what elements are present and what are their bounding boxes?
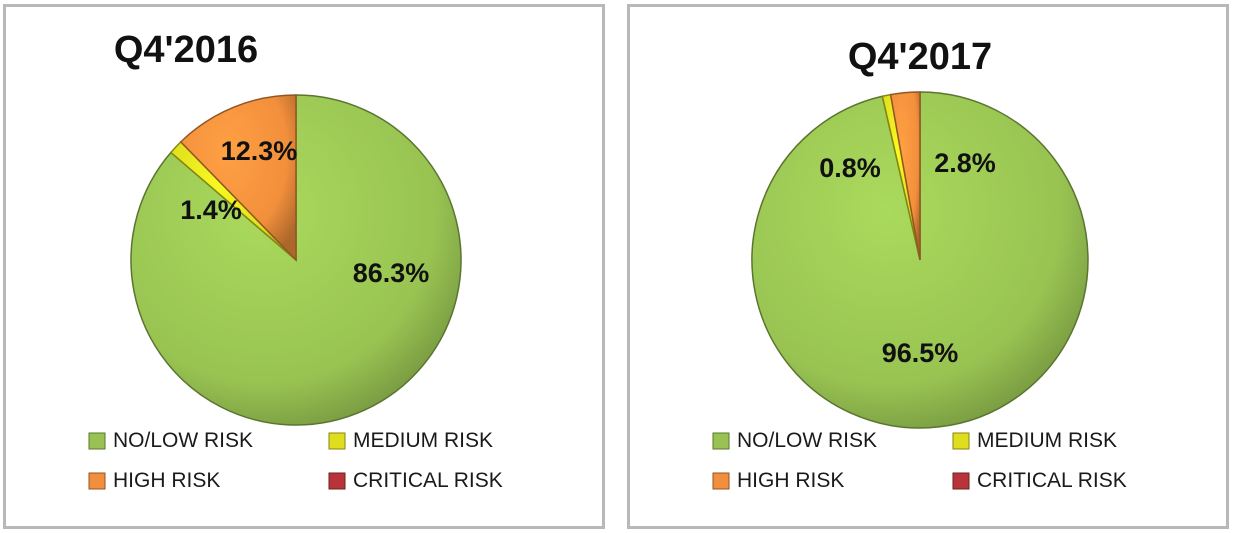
legend-item-critical-risk: CRITICAL RISK xyxy=(328,469,503,492)
legend-label: CRITICAL RISK xyxy=(977,469,1127,492)
legend-label: NO/LOW RISK xyxy=(113,429,253,452)
legend-item-medium-risk: MEDIUM RISK xyxy=(328,429,493,452)
pie-chart-panel-q4-2016: Q4'2016 86.3% 1.4% 12.3% NO/LOW RISK MEDIUM … xyxy=(3,4,605,529)
legend-swatch xyxy=(952,472,970,490)
pie-chart-q4-2016: Q4'2016 86.3% 1.4% 12.3% NO/LOW RISK MEDIUM … xyxy=(88,29,503,492)
legend-label: HIGH RISK xyxy=(737,469,844,492)
legend-label: HIGH RISK xyxy=(113,469,220,492)
legend-label: CRITICAL RISK xyxy=(353,469,503,492)
pie-slice-no-low-risk xyxy=(130,94,462,426)
legend-swatch xyxy=(712,472,730,490)
legend-label: MEDIUM RISK xyxy=(353,429,493,452)
legend-item-no-low-risk: NO/LOW RISK xyxy=(712,429,877,452)
data-label-no-low-risk: 86.3% xyxy=(353,258,430,288)
legend-swatch xyxy=(712,432,730,450)
legend-swatch xyxy=(88,472,106,490)
legend-item-high-risk: HIGH RISK xyxy=(88,469,220,492)
data-label-medium-risk: 0.8% xyxy=(819,153,881,183)
legend-swatch xyxy=(88,432,106,450)
data-label-high-risk: 12.3% xyxy=(221,136,298,166)
legend-item-no-low-risk: NO/LOW RISK xyxy=(88,429,253,452)
legend-item-critical-risk: CRITICAL RISK xyxy=(952,469,1127,492)
pie-slices xyxy=(130,94,462,426)
data-label-high-risk: 2.8% xyxy=(934,148,996,178)
legend-label: NO/LOW RISK xyxy=(737,429,877,452)
data-label-no-low-risk: 96.5% xyxy=(882,338,959,368)
legend-label: MEDIUM RISK xyxy=(977,429,1117,452)
legend-swatch xyxy=(952,432,970,450)
pie-chart-q4-2017: Q4'2017 96.5% 0.8% 2.8% NO/LOW RISK MEDIUM R… xyxy=(712,36,1127,492)
chart-title: Q4'2017 xyxy=(848,36,992,78)
pie-slices xyxy=(751,91,1089,429)
data-label-medium-risk: 1.4% xyxy=(180,195,242,225)
pie-slice-high-risk xyxy=(889,91,921,261)
pie-chart-panel-q4-2017: Q4'2017 96.5% 0.8% 2.8% NO/LOW RISK MEDIUM R… xyxy=(627,4,1229,529)
legend-item-high-risk: HIGH RISK xyxy=(712,469,844,492)
legend-swatch xyxy=(328,472,346,490)
legend-item-medium-risk: MEDIUM RISK xyxy=(952,429,1117,452)
legend-swatch xyxy=(328,432,346,450)
chart-title: Q4'2016 xyxy=(114,29,258,71)
legend: NO/LOW RISK MEDIUM RISK HIGH RISK CRITICAL … xyxy=(712,429,1127,492)
legend: NO/LOW RISK MEDIUM RISK HIGH RISK CRITICAL … xyxy=(88,429,503,492)
pie-slice-high-risk xyxy=(179,94,297,262)
